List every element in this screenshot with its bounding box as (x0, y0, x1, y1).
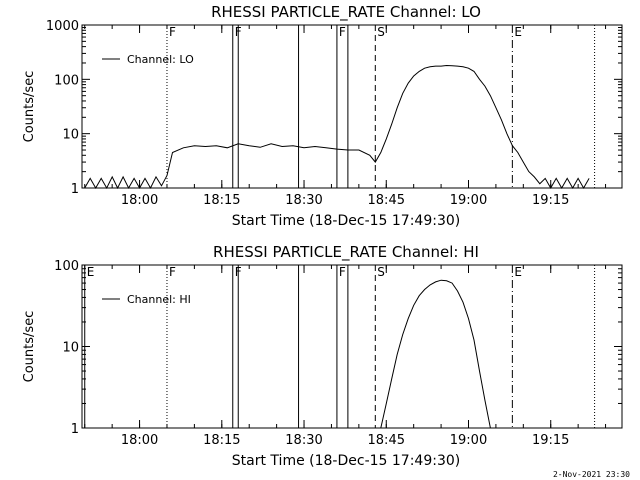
event-marker-label: E (514, 25, 522, 39)
y-tick-label: 1 (71, 182, 79, 197)
y-tick-label: 10 (62, 341, 79, 356)
event-marker-label: E (87, 265, 95, 279)
y-tick-label: 100 (54, 259, 79, 274)
plot-frame (81, 24, 623, 189)
event-marker-label: F (169, 25, 176, 39)
y-axis-label: Counts/sec (22, 311, 37, 383)
x-tick-label: 18:00 (121, 433, 158, 448)
x-tick-label: 18:00 (121, 193, 158, 208)
x-tick-label: 19:15 (532, 433, 569, 448)
legend-label: Channel: HI (127, 293, 191, 306)
series-line (380, 279, 491, 429)
event-marker-label: E (514, 265, 522, 279)
x-tick-label: 18:45 (368, 433, 405, 448)
panel-1: RHESSI PARTICLE_RATE Channel: LO Counts/s… (22, 3, 623, 229)
legend-label: Channel: LO (127, 53, 194, 66)
y-tick-label: 100 (54, 73, 79, 88)
x-axis-label: Start Time (18-Dec-15 17:49:30) (232, 213, 460, 229)
y-tick-label: 10 (62, 128, 79, 143)
x-tick-label: 18:45 (368, 193, 405, 208)
y-tick-label: 1000 (46, 19, 79, 34)
footer-date: 2-Nov-2021 23:30 (552, 470, 630, 479)
x-tick-label: 19:00 (450, 433, 487, 448)
event-marker-label: S (377, 25, 385, 39)
x-tick-label: 18:15 (203, 433, 240, 448)
event-marker-label: S (377, 265, 385, 279)
event-marker-label: F (339, 265, 346, 279)
y-axis-label: Counts/sec (22, 71, 37, 143)
x-tick-label: 18:30 (285, 193, 322, 208)
x-tick-label: 19:00 (450, 193, 487, 208)
plot-frame (81, 264, 623, 429)
legend: Channel: HI (102, 293, 191, 306)
chart-title: RHESSI PARTICLE_RATE Channel: HI (213, 243, 479, 262)
x-tick-label: 18:30 (285, 433, 322, 448)
chart-title: RHESSI PARTICLE_RATE Channel: LO (211, 3, 481, 22)
x-axis-label: Start Time (18-Dec-15 17:49:30) (232, 453, 460, 469)
legend: Channel: LO (102, 53, 194, 66)
event-marker-label: F (169, 265, 176, 279)
event-marker-label: F (339, 25, 346, 39)
panel-2: RHESSI PARTICLE_RATE Channel: HI Counts/s… (22, 243, 623, 469)
y-tick-label: 1 (71, 422, 79, 437)
series-line (84, 64, 590, 190)
x-tick-label: 19:15 (532, 193, 569, 208)
x-tick-label: 18:15 (203, 193, 240, 208)
